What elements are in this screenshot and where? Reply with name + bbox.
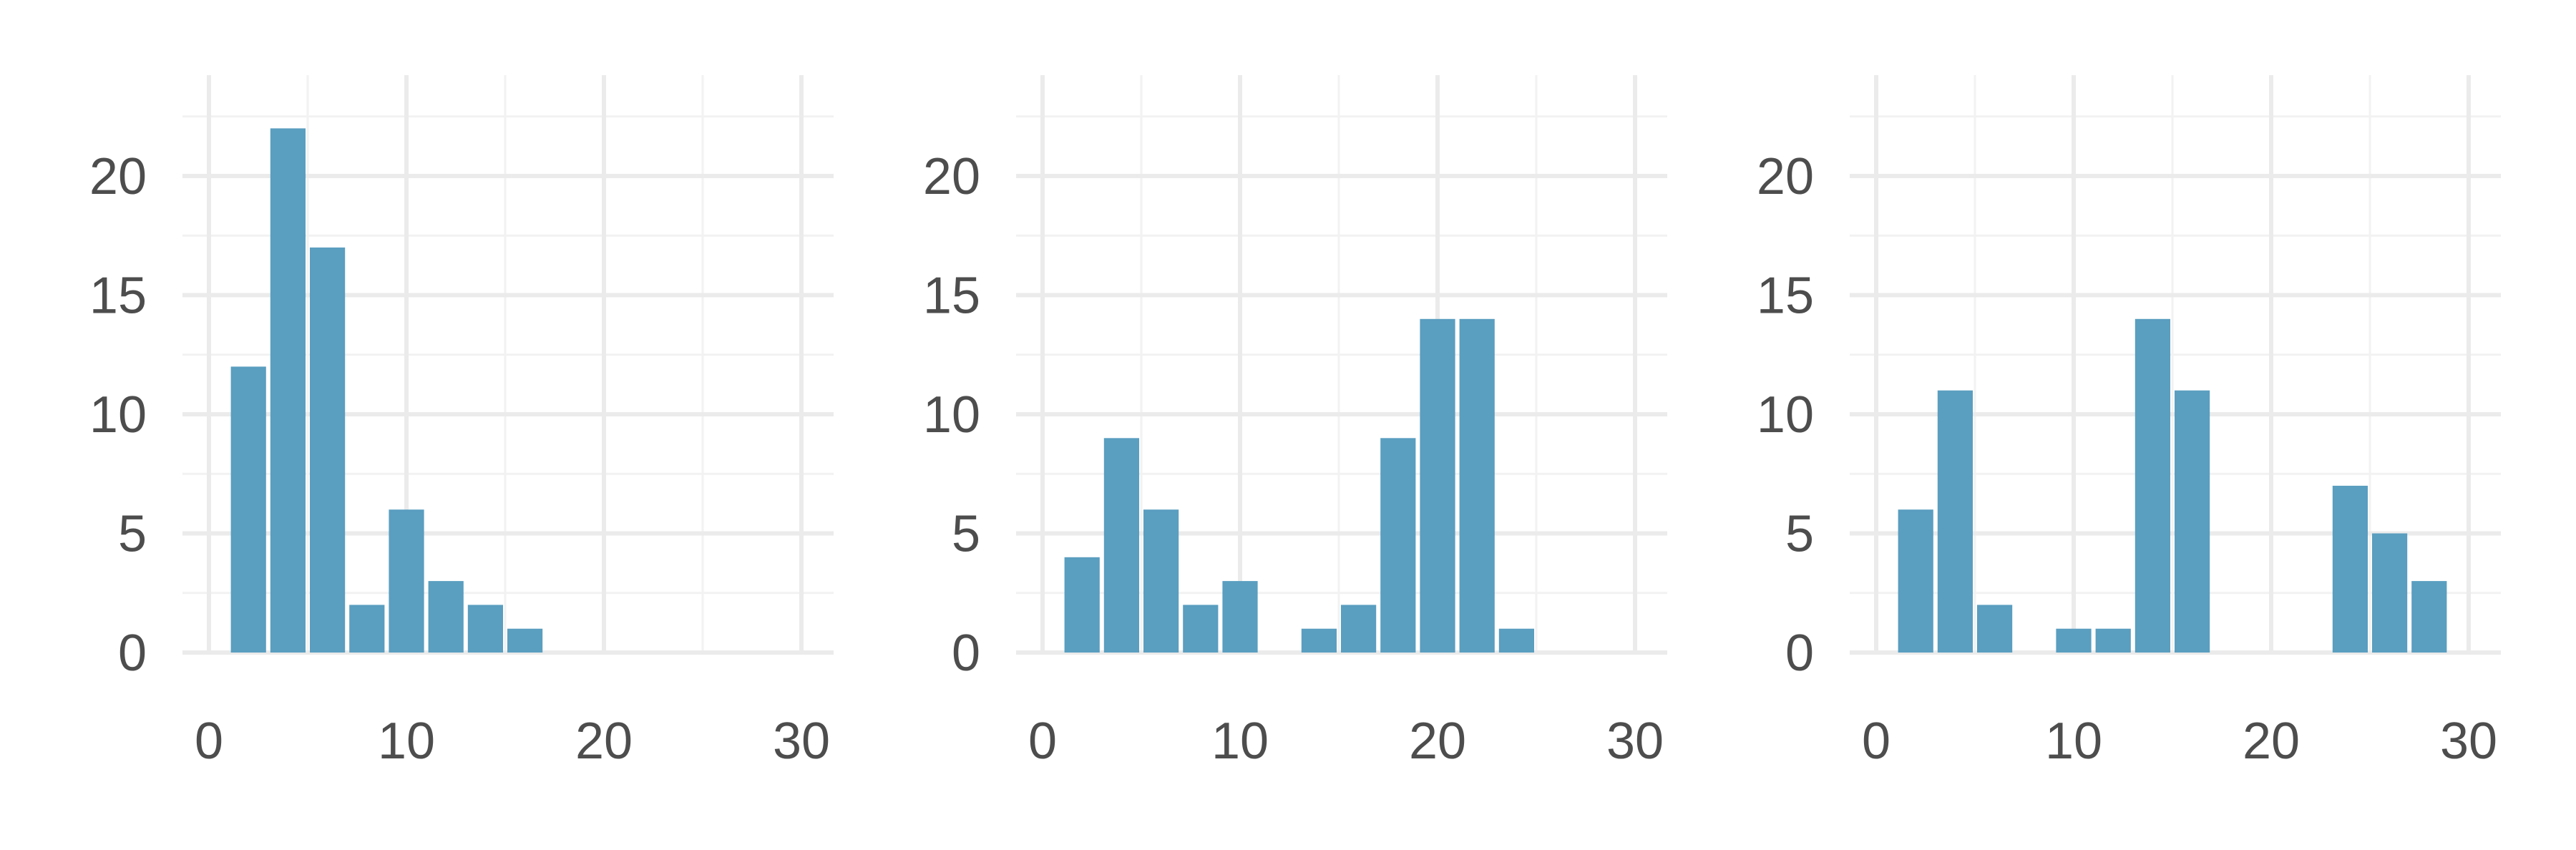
histogram-bar [2332,485,2368,653]
histogram-bar [428,581,464,653]
histogram-bar [2175,390,2210,653]
x-tick-label: 20 [1409,713,1466,770]
histogram-bar [1977,605,2013,653]
histogram-bar [1301,628,1337,653]
y-tick-label: 0 [118,625,147,682]
y-tick-label: 5 [1785,506,1814,563]
histogram-bar [1498,628,1534,653]
y-tick-label: 20 [923,148,980,205]
x-tick-label: 10 [2045,713,2102,770]
x-tick-label: 0 [195,713,223,770]
histogram-bar [270,128,306,653]
y-tick-label: 0 [1785,625,1814,682]
x-tick-label: 20 [575,713,633,770]
x-tick-label: 30 [2440,713,2497,770]
y-tick-label: 0 [952,625,980,682]
histogram-panel-2: 0 5 10 15 20 0 10 20 30 [923,75,1667,770]
y-tick-label: 10 [1757,386,1814,444]
y-tick-label: 10 [89,386,147,444]
histogram-bar [1420,318,1455,653]
histogram-bar [1380,438,1416,653]
histogram-bar [1898,509,1933,653]
histogram-panel-3: 0 5 10 15 20 0 10 20 30 [1757,75,2501,770]
histogram-bar [1459,318,1495,653]
y-tick-label: 5 [952,506,980,563]
x-tick-label: 0 [1862,713,1890,770]
y-tick-label: 15 [1757,268,1814,325]
y-tick-label: 15 [89,268,147,325]
histogram-bar [310,247,346,653]
histogram-panel-1: 0 5 10 15 20 0 10 20 30 [89,75,834,770]
y-tick-label: 15 [923,268,980,325]
histogram-bar [1183,605,1219,653]
histogram-bar [1064,557,1100,653]
histogram-bar [2135,318,2170,653]
histogram-bar [467,605,503,653]
histogram-bar [2095,628,2131,653]
histogram-bar [507,628,543,653]
x-tick-label: 10 [1211,713,1269,770]
histogram-bar [1222,581,1258,653]
y-tick-label: 20 [89,148,147,205]
histogram-bar [2372,533,2408,653]
y-tick-label: 20 [1757,148,1814,205]
x-tick-label: 30 [1606,713,1664,770]
histogram-bar [349,605,385,653]
histogram-bar [1937,390,1973,653]
histogram-bar [2056,628,2092,653]
x-tick-label: 30 [773,713,830,770]
histogram-bar [389,509,424,653]
histogram-bar [2411,581,2447,653]
y-tick-label: 5 [118,506,147,563]
histogram-bar [1341,605,1377,653]
x-tick-label: 10 [378,713,435,770]
x-tick-label: 20 [2243,713,2300,770]
histogram-bar [230,366,266,653]
histogram-bar [1143,509,1179,653]
histogram-bar [1103,438,1139,653]
x-tick-label: 0 [1028,713,1057,770]
y-tick-label: 10 [923,386,980,444]
